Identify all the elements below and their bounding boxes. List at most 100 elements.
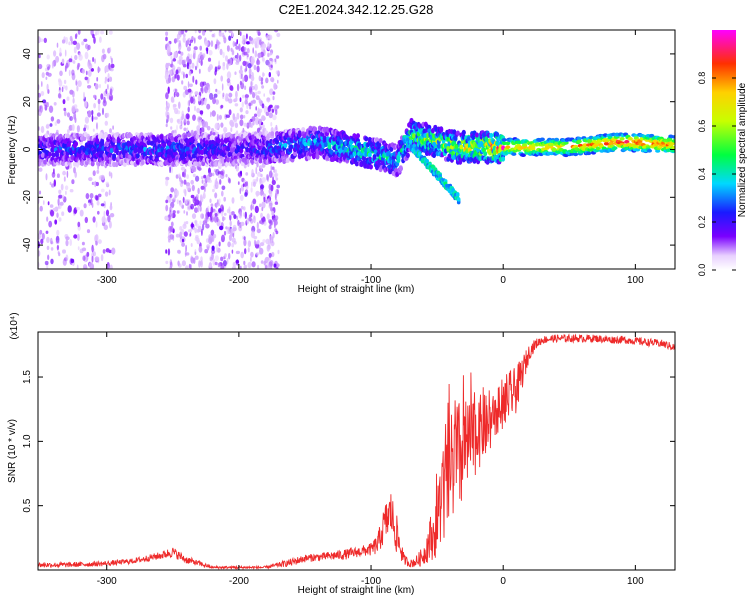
spectrogram-noise-mark xyxy=(234,103,239,107)
colorbar-ticks: 0.00.20.40.60.8 xyxy=(697,72,736,276)
spectrogram-noise-mark xyxy=(108,220,112,229)
spectrogram-noise-mark xyxy=(169,261,173,269)
spectrogram-ridge-mark xyxy=(405,152,410,158)
spectrogram-noise-mark xyxy=(186,174,190,180)
snr-panel: -300 -200 -100 0 100 0.51.01.5 Height of str… xyxy=(7,312,676,596)
spectrogram-noise-mark xyxy=(112,125,114,130)
spectrogram-noise-mark xyxy=(221,185,226,191)
spectrogram-noise-mark xyxy=(171,166,173,174)
spectrogram-noise-mark xyxy=(45,123,50,129)
spectrogram-noise-mark xyxy=(267,105,271,113)
spectrogram-noise-mark xyxy=(226,45,230,52)
spectrogram-noise-mark xyxy=(96,200,100,206)
spectrogram-noise-mark xyxy=(244,85,247,91)
spectrogram-noise-mark xyxy=(170,55,173,60)
spectrogram-noise-mark xyxy=(240,221,245,227)
spectrogram-noise-mark xyxy=(95,195,99,201)
spectrogram-noise-mark xyxy=(262,239,266,243)
spectrogram-ridge-mark xyxy=(582,143,588,147)
spectrogram-ridge-mark xyxy=(587,138,593,143)
spectrogram-noise-mark xyxy=(231,237,236,243)
spectrogram-noise-mark xyxy=(92,170,96,177)
spectrogram-noise-mark xyxy=(178,42,182,51)
spectrogram-noise-mark xyxy=(216,41,221,45)
spectrogram-noise-mark xyxy=(194,219,197,226)
spectrogram-noise-mark xyxy=(261,103,265,109)
spectrogram-noise-mark xyxy=(243,74,249,83)
spectrogram-noise-mark xyxy=(252,99,256,104)
spectrogram-ridge-mark xyxy=(573,152,579,157)
spectrogram-noise-mark xyxy=(236,215,239,220)
spectrogram-noise-mark xyxy=(179,177,182,182)
spectrogram-noise-mark xyxy=(217,199,219,205)
spectrogram-noise-mark xyxy=(90,68,95,72)
spectrogram-ridge-mark xyxy=(520,153,526,157)
spectrogram-noise-mark xyxy=(89,59,91,67)
spectrogram-noise-mark xyxy=(271,166,275,170)
spectrogram-noise-mark xyxy=(236,52,239,60)
spectrogram-noise-mark xyxy=(167,62,171,67)
spectrogram-noise-mark xyxy=(210,111,212,118)
spectrogram-noise-mark xyxy=(264,264,268,269)
spectrogram-noise-mark xyxy=(175,174,179,179)
spectrogram-noise-mark xyxy=(262,43,267,49)
spectrogram-noise-mark xyxy=(256,59,261,66)
spectrogram-noise-mark xyxy=(194,227,198,234)
spectrogram-noise-mark xyxy=(93,94,97,99)
spectrogram-ridge-mark xyxy=(505,145,511,149)
spectrogram-noise-mark xyxy=(274,192,277,201)
spectrogram-noise-mark xyxy=(242,60,247,66)
spectrogram-noise-mark xyxy=(181,238,185,243)
spectrogram-noise-mark xyxy=(224,30,227,33)
spectrogram-noise-mark xyxy=(264,256,270,262)
spectrogram-noise-mark xyxy=(190,179,194,185)
spectrogram-noise-mark xyxy=(170,126,173,130)
spectrogram-noise-mark xyxy=(248,214,252,219)
y-tick-label: 1.0 xyxy=(22,434,33,448)
spectrogram-noise-mark xyxy=(64,49,67,57)
spectrogram-noise-mark xyxy=(245,33,248,40)
spectrogram-noise-mark xyxy=(255,166,258,175)
spectrogram-noise-mark xyxy=(175,233,180,238)
spectrogram-noise-mark xyxy=(188,70,192,76)
spectrogram-noise-mark xyxy=(93,36,96,44)
spectrogram-noise-mark xyxy=(191,62,195,69)
spectrogram-noise-mark xyxy=(185,221,189,225)
spectrogram-noise-mark xyxy=(268,183,272,190)
spectrogram-ridge-mark xyxy=(303,141,308,147)
spectrogram-noise-mark xyxy=(203,98,207,106)
spectrogram-noise-mark xyxy=(78,52,82,57)
spectrogram-noise-mark xyxy=(250,256,252,262)
spectrogram-noise-mark xyxy=(247,240,251,248)
spectrogram-noise-mark xyxy=(109,128,112,134)
spectrogram-noise-mark xyxy=(110,63,115,69)
spectrogram-noise-mark xyxy=(178,101,181,109)
spectrogram-noise-mark xyxy=(186,183,191,191)
spectrogram-noise-mark xyxy=(104,120,109,126)
spectrogram-noise-mark xyxy=(228,178,231,184)
spectrogram-noise-mark xyxy=(94,58,96,64)
spectrogram-noise-mark xyxy=(84,76,88,81)
spectrogram-noise-mark xyxy=(216,216,219,223)
spectrogram-noise-mark xyxy=(272,95,275,101)
spectrogram-noise-mark xyxy=(260,173,263,178)
spectrogram-noise-mark xyxy=(245,172,249,176)
spectrogram-noise-mark xyxy=(46,245,50,250)
spectrogram-ridge-mark xyxy=(313,126,318,132)
spectrogram-noise-mark xyxy=(61,86,64,93)
spectrogram-noise-mark xyxy=(185,199,188,205)
spectrogram-noise-mark xyxy=(87,44,91,51)
spectrogram-noise-mark xyxy=(169,226,174,232)
spectrogram-noise-mark xyxy=(223,196,226,202)
spectrogram-noise-mark xyxy=(218,208,222,213)
spectrogram-noise-mark xyxy=(221,210,224,217)
spectrogram-noise-mark xyxy=(97,239,102,245)
spectrogram-noise-mark xyxy=(181,228,185,235)
spectrogram-noise-mark xyxy=(200,59,203,66)
spectrogram-noise-mark xyxy=(247,261,252,269)
spectrogram-noise-mark xyxy=(217,174,221,179)
spectrogram-noise-mark xyxy=(194,255,199,260)
spectrogram-noise-mark xyxy=(50,209,55,217)
spectrogram-y-label: Frequency (Hz) xyxy=(7,116,18,185)
